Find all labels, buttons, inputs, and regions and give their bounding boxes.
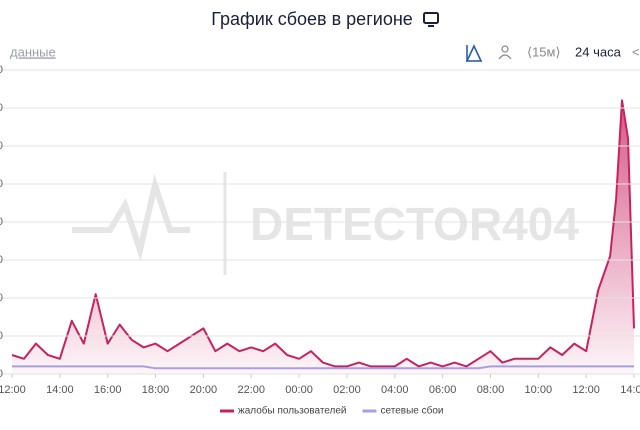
data-link[interactable]: данные <box>10 44 56 59</box>
user-icon[interactable] <box>498 45 512 60</box>
legend-label: сетевые сбои <box>381 405 444 417</box>
y-tick-label: 10 <box>0 330 3 342</box>
y-tick-label: 0 <box>0 368 3 380</box>
x-tick-label: 08:00 <box>477 384 505 396</box>
monitor-icon <box>423 12 439 27</box>
x-tick-label: 18:00 <box>142 384 170 396</box>
y-tick-label: 30 <box>0 254 3 266</box>
x-tick-label: 14:00 <box>46 384 74 396</box>
y-tick-label: 80 <box>0 64 3 76</box>
x-tick-label: 16:00 <box>94 384 122 396</box>
x-tick-label: 00:00 <box>285 384 313 396</box>
y-tick-label: 50 <box>0 178 3 190</box>
x-tick-label: 02:00 <box>333 384 361 396</box>
y-tick-label: 60 <box>0 140 3 152</box>
x-tick-label: 22:00 <box>237 384 265 396</box>
x-tick-label: 14:00 <box>620 384 640 396</box>
x-tick-label: 12:00 <box>572 384 600 396</box>
line <box>11 99 635 368</box>
watermark-logo <box>72 172 227 275</box>
x-tick-label: 20:00 <box>190 384 218 396</box>
nav-button[interactable]: < <box>632 44 640 59</box>
interval-button[interactable]: ⟨15м⟩ <box>527 44 561 59</box>
line <box>12 365 634 370</box>
y-tick-label: 20 <box>0 292 3 304</box>
legend-label: жалобы пользователей <box>238 405 347 417</box>
x-tick-label: 06:00 <box>429 384 457 396</box>
x-tick-label: 04:00 <box>381 384 409 396</box>
x-tick-label: 10:00 <box>525 384 553 396</box>
watermark: DETECTOR404 <box>250 198 579 250</box>
y-tick-label: 40 <box>0 216 3 228</box>
range-button[interactable]: 24 часа <box>575 44 622 59</box>
chart-icon[interactable] <box>466 44 482 62</box>
y-tick-label: 70 <box>0 102 3 114</box>
x-tick-label: 12:00 <box>0 384 26 396</box>
title: График сбоев в регионе <box>211 9 413 29</box>
